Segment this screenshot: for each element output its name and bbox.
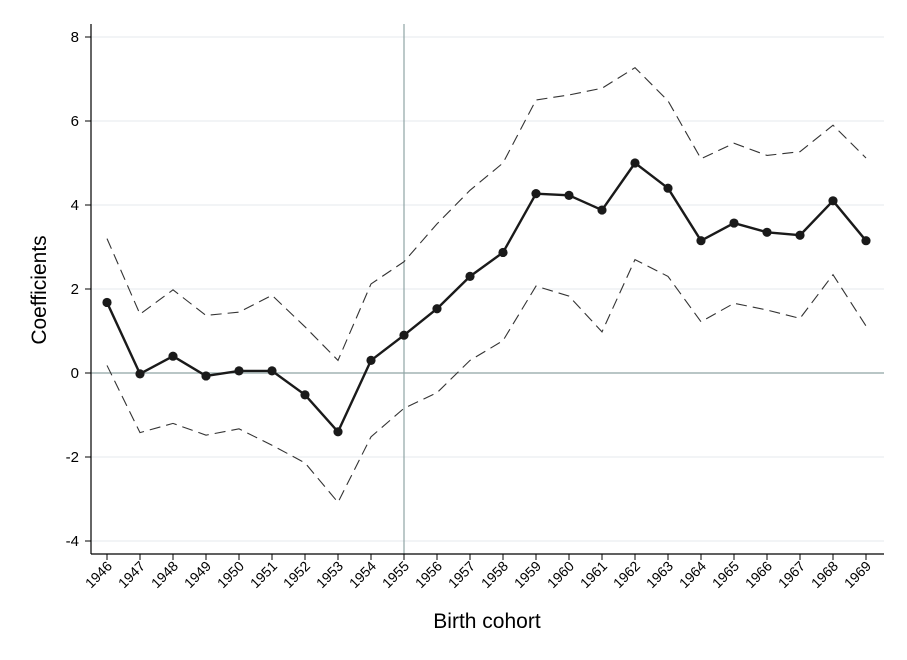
point-1950 xyxy=(234,366,244,376)
x-axis-title: Birth cohort xyxy=(433,610,541,633)
series-line-lower-ci xyxy=(106,258,867,504)
point-1948 xyxy=(168,351,178,361)
point-1967 xyxy=(795,230,805,240)
series-line-upper-ci xyxy=(106,66,867,362)
point-1963 xyxy=(663,183,673,193)
point-1946 xyxy=(102,297,112,308)
y-tick-label: 0 xyxy=(71,365,79,382)
point-1962 xyxy=(630,158,640,168)
y-tick-label: 8 xyxy=(71,29,79,46)
point-1965 xyxy=(729,218,739,228)
point-1949 xyxy=(201,371,211,381)
point-1952 xyxy=(300,390,310,400)
y-tick-label: 4 xyxy=(71,197,79,214)
point-1958 xyxy=(498,247,508,258)
point-1954 xyxy=(366,355,376,365)
y-axis-title: Coefficients xyxy=(28,235,51,344)
y-tick-label: -4 xyxy=(66,533,79,550)
point-1961 xyxy=(597,205,607,215)
y-tick-label: 6 xyxy=(71,113,79,130)
point-1951 xyxy=(267,366,277,376)
series-line-estimate xyxy=(105,161,867,433)
point-1968 xyxy=(828,196,838,206)
gridlines xyxy=(91,36,884,542)
y-ticks: -4 -2 0 2 4 6 8 xyxy=(66,29,91,550)
series-layer xyxy=(102,66,871,504)
point-1957 xyxy=(465,271,475,281)
point-1956 xyxy=(432,304,442,314)
point-1953 xyxy=(333,427,343,437)
point-1960 xyxy=(564,190,574,200)
point-1955 xyxy=(399,330,409,340)
point-1947 xyxy=(135,369,145,379)
y-tick-label: 2 xyxy=(71,281,79,298)
y-tick-label: -2 xyxy=(66,449,79,466)
point-1966 xyxy=(762,227,772,237)
point-1964 xyxy=(696,236,706,246)
point-1959 xyxy=(531,189,541,199)
point-1969 xyxy=(861,236,871,246)
